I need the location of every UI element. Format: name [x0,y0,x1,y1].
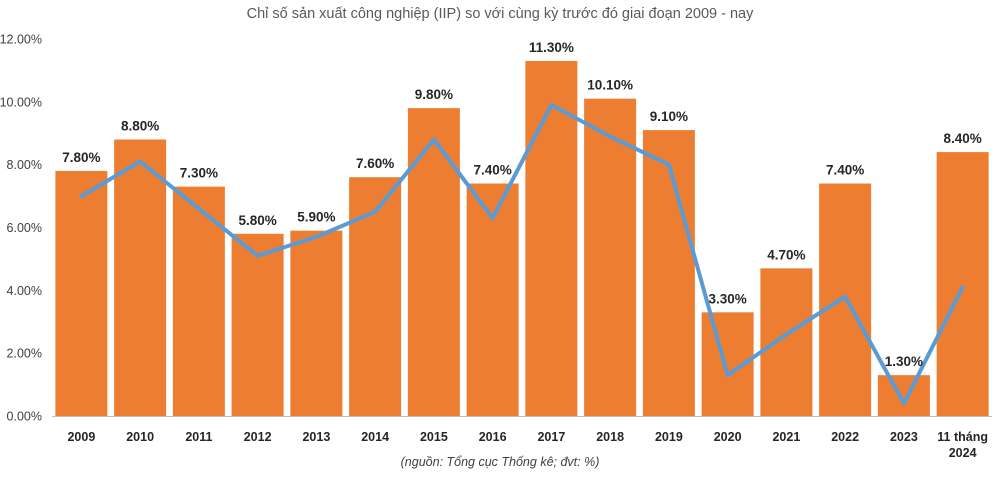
data-label: 5.90% [297,210,335,225]
data-label: 9.10% [650,109,688,124]
bar [760,268,813,416]
data-label: 8.40% [943,131,981,146]
bar [466,183,519,416]
x-tick-label: 2010 [126,430,154,444]
y-tick-label: 0.00% [7,410,42,424]
x-tick-label: 2020 [714,430,742,444]
data-label: 11.30% [529,40,574,55]
data-label: 7.40% [473,163,511,178]
data-label: 10.10% [587,78,633,93]
x-tick-label: 2012 [244,430,272,444]
data-label: 3.30% [708,291,746,306]
x-tick-label: 2018 [596,430,624,444]
bar [55,170,108,416]
source-note: (nguồn: Tổng cục Thống kê; đvt: %) [400,455,600,469]
x-tick-label: 2013 [302,430,330,444]
data-label: 5.80% [238,213,276,228]
bar [407,108,460,416]
x-tick-label: 2009 [67,430,95,444]
x-tick-label: 2021 [772,430,800,444]
bar [290,230,343,416]
data-label: 4.70% [767,247,805,262]
x-tick-label: 2022 [831,430,859,444]
x-tick-label: 2011 [185,430,212,444]
bar [936,152,989,416]
data-label: 7.30% [180,166,218,181]
x-tick-label: 2019 [655,430,683,444]
data-label: 7.60% [356,156,394,171]
data-label: 9.80% [415,87,453,102]
y-tick-label: 8.00% [7,158,42,172]
x-tick-label: 2015 [420,430,448,444]
bar [584,98,637,417]
data-label: 8.80% [121,119,159,134]
y-tick-label: 2.00% [7,347,42,361]
y-tick-label: 6.00% [7,221,42,235]
bar [114,139,167,417]
bar [525,60,578,416]
bar [642,130,695,416]
y-tick-label: 10.00% [0,95,42,109]
data-label: 7.40% [826,163,864,178]
x-tick-label: 2017 [537,430,565,444]
x-tick-label: 2016 [479,430,507,444]
data-label: 1.30% [885,354,923,369]
chart-title: Chỉ số sản xuất công nghiệp (IIP) so với… [246,6,754,22]
line-series [79,103,965,406]
y-tick-label: 12.00% [0,33,42,47]
x-tick-label: 2014 [361,430,389,444]
data-label: 7.80% [62,150,100,165]
x-tick-label: 11 tháng 2024 [937,430,988,460]
x-tick-label: 2023 [890,430,918,444]
bar [231,233,284,416]
y-tick-label: 4.00% [7,284,42,298]
bar [877,375,930,416]
